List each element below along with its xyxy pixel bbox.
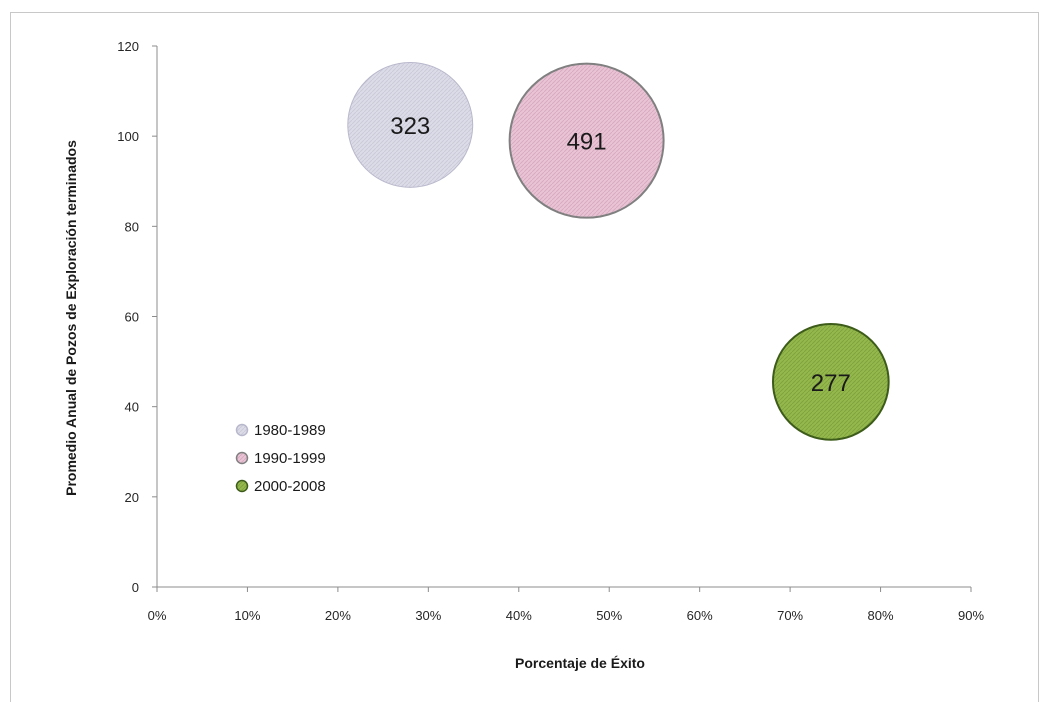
legend-marker <box>235 479 249 493</box>
bubble-data-label: 277 <box>811 370 851 397</box>
x-tick-label: 30% <box>415 608 441 623</box>
x-tick-label: 0% <box>148 608 167 623</box>
y-tick-label: 20 <box>125 490 139 505</box>
x-tick-label: 60% <box>687 608 713 623</box>
x-tick-label: 20% <box>325 608 351 623</box>
legend-marker <box>235 451 249 465</box>
y-tick-label: 120 <box>117 39 139 54</box>
legend-label: 1990-1999 <box>254 450 326 467</box>
bubble-1980-1989 <box>347 61 474 188</box>
x-tick-label: 80% <box>868 608 894 623</box>
x-axis-ticks: 0% 10% 20% 30% 40% 50% 60% 70% 80% 90% <box>148 587 984 623</box>
axes: 0 20 40 60 80 100 120 0% 10% 20% 30% 40% 50% 60% 70% 8… <box>117 39 984 623</box>
y-tick-label: 40 <box>125 400 139 415</box>
legend-label: 1980-1989 <box>254 422 326 439</box>
x-tick-label: 40% <box>506 608 532 623</box>
y-tick-label: 0 <box>132 580 139 595</box>
y-tick-label: 100 <box>117 129 139 144</box>
y-axis-ticks: 0 20 40 60 80 100 120 <box>117 39 157 595</box>
y-tick-label: 60 <box>125 310 139 325</box>
legend-label: 2000-2008 <box>254 478 326 495</box>
chart-frame <box>10 12 1039 702</box>
bubble-data-label: 491 <box>567 129 607 156</box>
y-axis-title: Promedio Anual de Pozos de Exploración t… <box>63 140 79 496</box>
bubble-data-label: 323 <box>390 113 430 140</box>
x-tick-label: 70% <box>777 608 803 623</box>
x-tick-label: 50% <box>596 608 622 623</box>
y-tick-label: 80 <box>125 219 139 234</box>
legend: 1980-1989 1990-1999 2000-2008 <box>235 422 326 495</box>
legend-marker <box>235 423 249 437</box>
x-axis-title: Porcentaje de Éxito <box>515 655 645 671</box>
bubble-2000-2008 <box>771 323 890 441</box>
x-tick-label: 10% <box>234 608 260 623</box>
bubbles: 323 491 277 <box>347 61 890 441</box>
bubble-1990-1999 <box>508 62 665 219</box>
x-tick-label: 90% <box>958 608 984 623</box>
